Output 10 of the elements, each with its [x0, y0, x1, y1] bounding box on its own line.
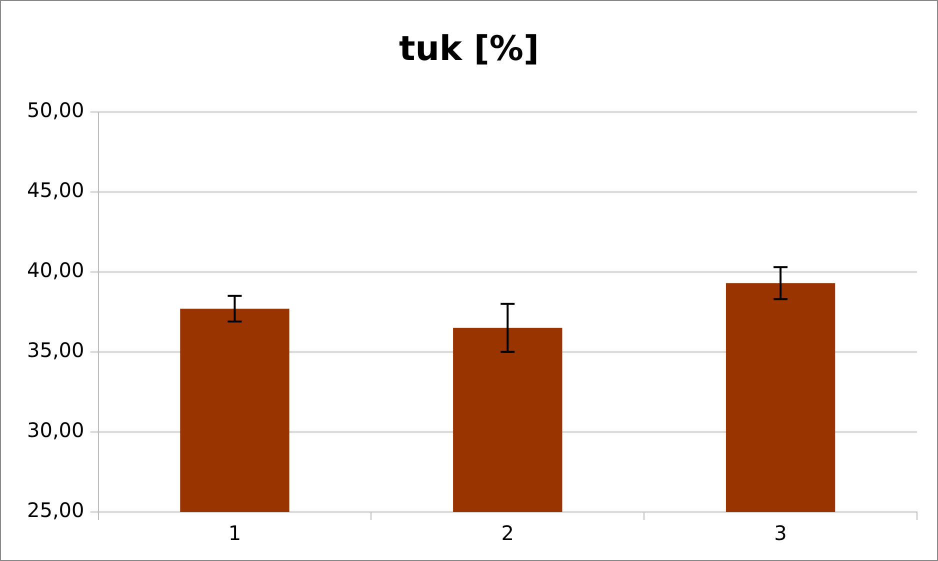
x-tick-label: 2 — [501, 521, 514, 546]
y-tick-label: 30,00 — [26, 418, 84, 442]
y-tick-label: 25,00 — [26, 498, 84, 522]
y-tick-label: 35,00 — [26, 338, 84, 362]
y-tick-label: 50,00 — [26, 98, 84, 122]
y-tick-label: 45,00 — [26, 178, 84, 202]
chart-title: tuk [%] — [398, 29, 540, 70]
x-tick-label: 1 — [228, 521, 242, 546]
x-tick-label: 3 — [774, 521, 787, 546]
y-tick-label: 40,00 — [26, 258, 84, 282]
